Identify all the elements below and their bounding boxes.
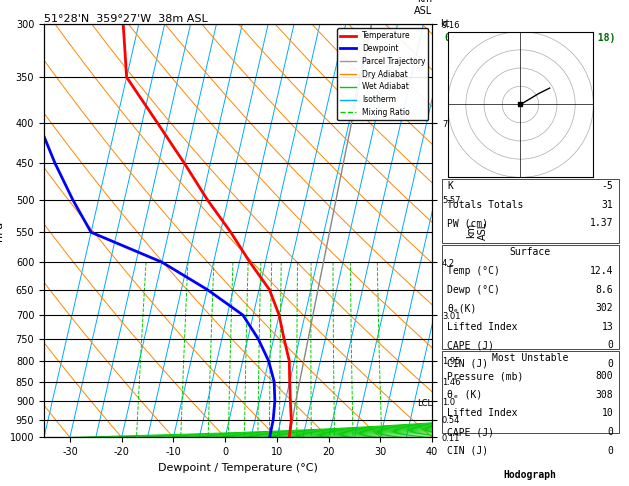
Text: θₑ(K): θₑ(K) bbox=[447, 303, 477, 313]
Text: CAPE (J): CAPE (J) bbox=[447, 340, 494, 350]
Text: 6: 6 bbox=[255, 437, 260, 443]
Y-axis label: hPa: hPa bbox=[0, 221, 4, 241]
Text: Pressure (mb): Pressure (mb) bbox=[447, 371, 523, 382]
Text: 03.06.2024  06GMT  (Base: 18): 03.06.2024 06GMT (Base: 18) bbox=[445, 33, 616, 43]
Text: 5: 5 bbox=[242, 437, 247, 443]
Text: 13: 13 bbox=[602, 322, 613, 332]
Text: 308: 308 bbox=[596, 390, 613, 400]
Text: 12.4: 12.4 bbox=[590, 266, 613, 276]
Bar bbox=[442, 179, 619, 243]
Text: 1.37: 1.37 bbox=[590, 219, 613, 228]
Text: Hodograph: Hodograph bbox=[504, 470, 557, 481]
Text: 0: 0 bbox=[608, 427, 613, 437]
Text: 1: 1 bbox=[134, 437, 139, 443]
Text: CIN (J): CIN (J) bbox=[447, 359, 488, 369]
Text: 28: 28 bbox=[377, 437, 386, 443]
Text: 2: 2 bbox=[179, 437, 183, 443]
Text: Temp (°C): Temp (°C) bbox=[447, 266, 500, 276]
Text: θₑ (K): θₑ (K) bbox=[447, 390, 482, 400]
Text: 20: 20 bbox=[348, 437, 357, 443]
Text: kt: kt bbox=[440, 18, 450, 29]
Text: 3: 3 bbox=[206, 437, 211, 443]
Text: 31: 31 bbox=[602, 200, 613, 210]
Text: Totals Totals: Totals Totals bbox=[447, 200, 523, 210]
Text: 4: 4 bbox=[226, 437, 230, 443]
Bar bbox=[442, 351, 619, 434]
Text: km
ASL: km ASL bbox=[414, 0, 432, 16]
Text: -5: -5 bbox=[602, 181, 613, 191]
Text: CAPE (J): CAPE (J) bbox=[447, 427, 494, 437]
Text: LCL: LCL bbox=[417, 399, 432, 408]
Text: 302: 302 bbox=[596, 303, 613, 313]
Text: K: K bbox=[447, 181, 453, 191]
Text: 8: 8 bbox=[277, 437, 282, 443]
Text: 0: 0 bbox=[608, 446, 613, 456]
Text: CIN (J): CIN (J) bbox=[447, 446, 488, 456]
Text: Most Unstable: Most Unstable bbox=[492, 353, 569, 363]
Text: 8.6: 8.6 bbox=[596, 284, 613, 295]
Text: 12: 12 bbox=[307, 437, 316, 443]
Text: 0: 0 bbox=[608, 359, 613, 369]
Text: PW (cm): PW (cm) bbox=[447, 219, 488, 228]
Text: 10: 10 bbox=[292, 437, 301, 443]
Text: Dewp (°C): Dewp (°C) bbox=[447, 284, 500, 295]
Text: 10: 10 bbox=[602, 408, 613, 418]
Text: 7: 7 bbox=[267, 437, 272, 443]
Text: Lifted Index: Lifted Index bbox=[447, 408, 518, 418]
Text: Lifted Index: Lifted Index bbox=[447, 322, 518, 332]
Text: 51°28'N  359°27'W  38m ASL: 51°28'N 359°27'W 38m ASL bbox=[44, 14, 208, 23]
Bar bbox=[442, 245, 619, 348]
Text: Surface: Surface bbox=[509, 247, 551, 258]
Text: 0: 0 bbox=[608, 340, 613, 350]
Y-axis label: km
ASL: km ASL bbox=[466, 222, 487, 240]
X-axis label: Dewpoint / Temperature (°C): Dewpoint / Temperature (°C) bbox=[158, 463, 318, 473]
Legend: Temperature, Dewpoint, Parcel Trajectory, Dry Adiabat, Wet Adiabat, Isotherm, Mi: Temperature, Dewpoint, Parcel Trajectory… bbox=[337, 28, 428, 120]
Text: 16: 16 bbox=[330, 437, 339, 443]
Text: 800: 800 bbox=[596, 371, 613, 382]
